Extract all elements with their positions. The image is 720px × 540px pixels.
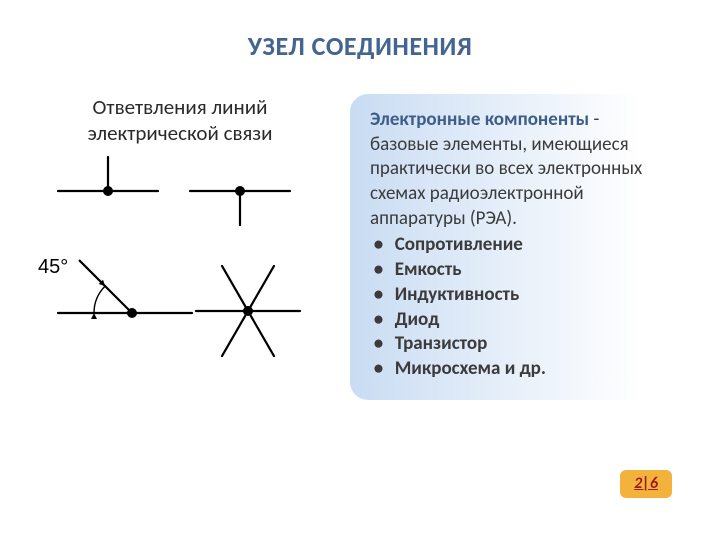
left-caption-line2: электрической связи — [87, 120, 272, 146]
page-indicator: 2|6 — [620, 470, 672, 498]
left-caption-line1: Ответвления линий — [93, 94, 268, 120]
slide-title: УЗЕЛ СОЕДИНЕНИЯ — [30, 30, 690, 62]
content-row: Ответвления линий электрической связи 45… — [30, 94, 690, 400]
diagram-area: 45° — [30, 153, 330, 363]
component-list-item: Индуктивность — [370, 283, 670, 308]
component-list-item: Транзистор — [370, 332, 670, 357]
component-list: СопротивлениеЕмкостьИндуктивностьДиодТра… — [370, 233, 670, 381]
definition-heading-tail: - — [589, 108, 599, 131]
svg-text:45°: 45° — [38, 256, 68, 278]
component-list-item: Диод — [370, 308, 670, 333]
component-list-item: Емкость — [370, 258, 670, 283]
left-caption: Ответвления линий электрической связи — [30, 94, 330, 147]
component-list-item: Сопротивление — [370, 233, 670, 258]
definition-body: базовые элементы, имеющиеся практически … — [370, 133, 642, 230]
left-column: Ответвления линий электрической связи 45… — [30, 94, 330, 400]
junction-diagram: 45° — [30, 153, 330, 363]
definition-heading: Электронные компоненты — [370, 108, 589, 131]
component-list-item: Микросхема и др. — [370, 357, 670, 382]
slide-root: УЗЕЛ СОЕДИНЕНИЯ Ответвления линий электр… — [0, 0, 720, 540]
definition-panel: Электронные компоненты - базовые элемент… — [350, 94, 690, 400]
definition-text: Электронные компоненты - базовые элемент… — [370, 108, 670, 231]
